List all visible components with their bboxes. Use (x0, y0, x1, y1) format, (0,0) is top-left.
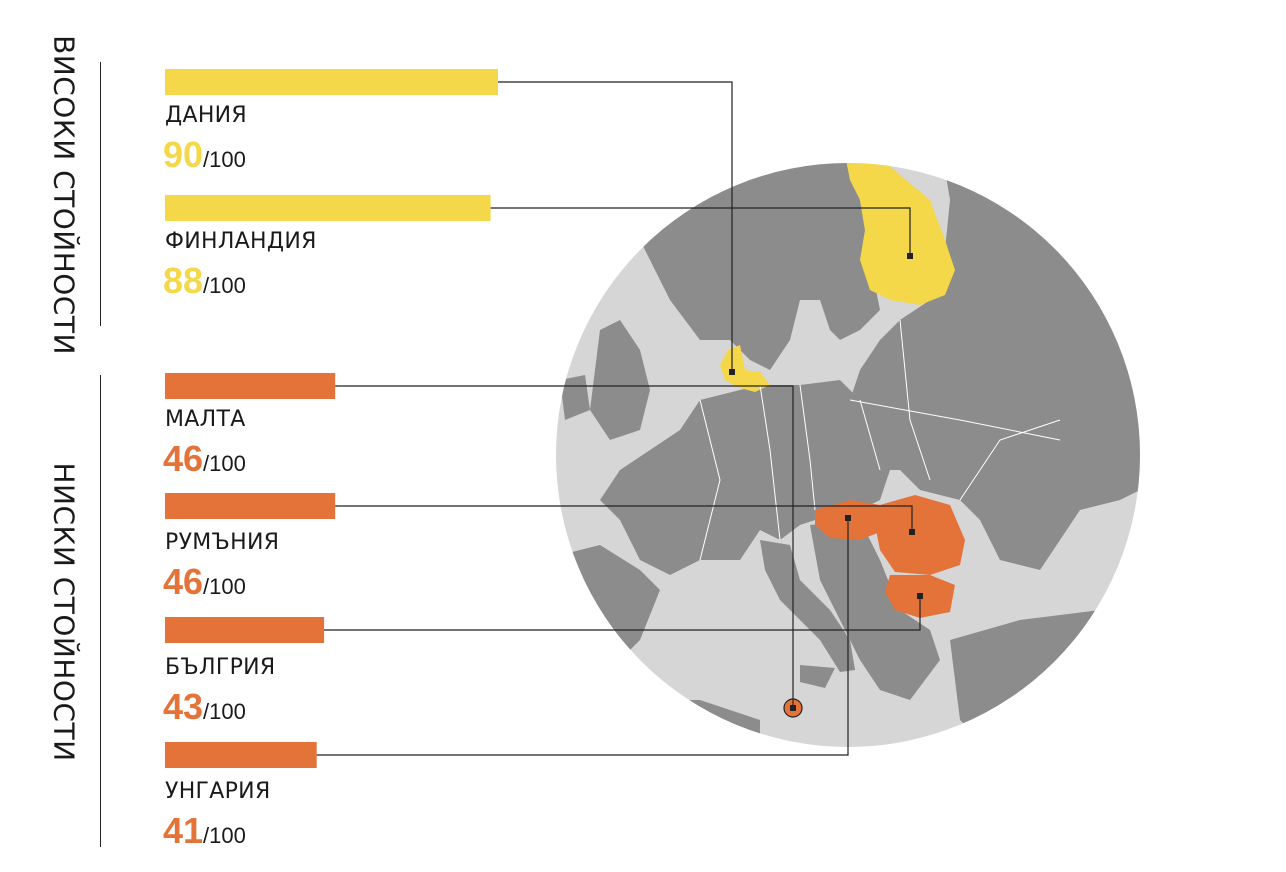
map-british-isles (590, 320, 650, 440)
connector-dot-hungary (845, 515, 851, 521)
score-value-finland: 88 (163, 260, 204, 301)
score-value-romania: 46 (163, 561, 204, 602)
bar-romania (165, 493, 336, 519)
score-finland: 88/100 (163, 260, 246, 302)
score-value-hungary: 41 (163, 810, 204, 851)
score-max-hungary: /100 (203, 823, 246, 848)
connectors-layer (316, 81, 923, 756)
connector-dot-bulgaria (917, 593, 923, 599)
score-max-finland: /100 (203, 273, 246, 298)
map-romania (875, 495, 965, 575)
connector-dot-malta (790, 705, 796, 711)
connector-finland (490, 207, 911, 256)
score-bulgaria: 43/100 (163, 686, 246, 728)
score-value-malta: 46 (163, 438, 204, 479)
bar-bulgaria (165, 617, 325, 643)
map-central-europe (600, 380, 890, 575)
connector-hungary (316, 518, 849, 756)
country-label-bulgaria: БЪЛГРИЯ (165, 655, 276, 680)
score-max-romania: /100 (203, 574, 246, 599)
country-label-denmark: ДАНИЯ (165, 103, 248, 128)
country-label-romania: РУМЪНИЯ (165, 530, 280, 555)
map-north-africa (556, 700, 760, 747)
connector-denmark (498, 81, 733, 372)
score-max-bulgaria: /100 (203, 699, 246, 724)
country-label-hungary: УНГАРИЯ (165, 779, 271, 804)
map-finland (845, 163, 955, 305)
europe-map (556, 163, 1140, 747)
score-denmark: 90/100 (163, 134, 246, 176)
country-label-finland: ФИНЛАНДИЯ (165, 229, 317, 254)
score-romania: 46/100 (163, 561, 246, 603)
score-value-denmark: 90 (163, 134, 204, 175)
high-values-text: ВИСОКИ СТОЙНОСТИ (47, 35, 81, 355)
map-balkans (810, 520, 940, 700)
country-label-malta: МАЛТА (165, 407, 246, 432)
connector-bulgaria (324, 596, 921, 631)
bars-layer (165, 69, 498, 768)
bar-finland (165, 195, 491, 221)
map-sicily (800, 665, 835, 688)
connector-malta (335, 385, 794, 708)
map-italy (760, 540, 855, 672)
score-malta: 46/100 (163, 438, 246, 480)
score-hungary: 41/100 (163, 810, 246, 852)
bar-hungary (165, 742, 317, 768)
score-value-bulgaria: 43 (163, 686, 204, 727)
high-values-divider (100, 62, 101, 326)
bar-denmark (165, 69, 498, 95)
map-borders (699, 319, 1061, 561)
connector-romania (335, 505, 913, 532)
low-values-divider (100, 375, 101, 847)
connector-dot-finland (907, 253, 913, 259)
score-max-denmark: /100 (203, 147, 246, 172)
low-values-text: НИСКИ СТОЙНОСТИ (47, 462, 81, 762)
connector-dot-romania (909, 529, 915, 535)
connector-dot-denmark (729, 369, 735, 375)
score-max-malta: /100 (203, 451, 246, 476)
bar-malta (165, 373, 336, 399)
